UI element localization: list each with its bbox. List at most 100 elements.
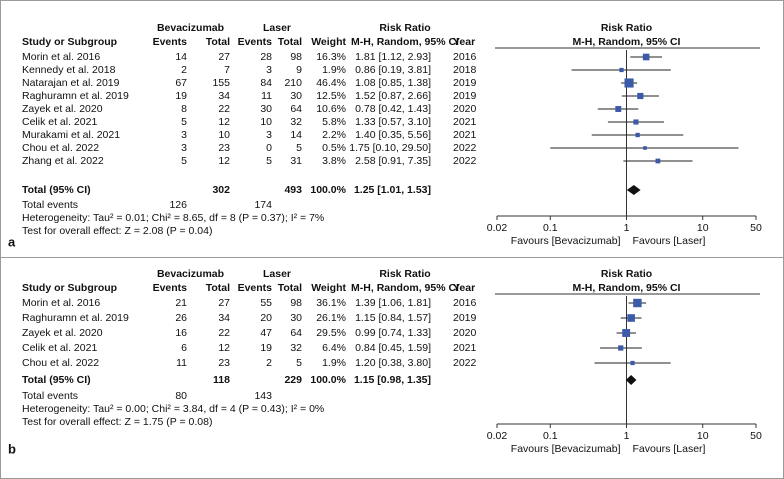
column-header: Weight xyxy=(311,282,346,294)
exp-total: 155 xyxy=(212,77,230,89)
exp-total: 10 xyxy=(218,129,230,141)
weight: 6.4% xyxy=(322,342,346,354)
group-header: Risk Ratio xyxy=(379,268,430,280)
ctl-events: 3 xyxy=(266,64,272,76)
year: 2019 xyxy=(453,77,477,89)
ctl-total: 210 xyxy=(284,77,302,89)
total-events-label: Total events xyxy=(22,199,78,211)
year: 2016 xyxy=(453,51,477,63)
group-header: Risk Ratio xyxy=(379,22,430,34)
exp-events: 67 xyxy=(175,77,187,89)
study-name: Morin et al. 2016 xyxy=(22,51,100,63)
study-name: Celik et al. 2021 xyxy=(22,342,97,354)
study-box xyxy=(627,314,635,322)
year: 2020 xyxy=(453,327,477,339)
ctl-events: 28 xyxy=(260,51,272,63)
panel-label: a xyxy=(8,234,16,249)
column-header: Total xyxy=(278,282,302,294)
column-header: Events xyxy=(153,282,188,294)
exp-total: 34 xyxy=(218,90,230,102)
study-box xyxy=(633,119,639,125)
ctl-total: 14 xyxy=(290,129,302,141)
ctl-events: 47 xyxy=(260,327,272,339)
study-name: Chou et al. 2022 xyxy=(22,357,99,369)
column-header: Total xyxy=(206,282,230,294)
exp-total: 12 xyxy=(218,155,230,167)
column-header: Events xyxy=(238,36,273,48)
column-header: Year xyxy=(453,36,475,48)
total-weight: 100.0% xyxy=(310,374,346,386)
risk-ratio-ci: 1.08 [0.85, 1.38] xyxy=(355,77,431,89)
ctl-total: 31 xyxy=(290,155,302,167)
exp-total: 23 xyxy=(218,142,230,154)
risk-ratio-ci: 1.20 [0.38, 3.80] xyxy=(355,357,431,369)
ctl-events: 5 xyxy=(266,155,272,167)
risk-ratio-ci: 0.99 [0.74, 1.33] xyxy=(355,327,431,339)
ctl-events: 11 xyxy=(261,90,272,102)
weight: 2.2% xyxy=(322,129,346,141)
exp-total: 7 xyxy=(224,64,230,76)
year: 2022 xyxy=(453,357,477,369)
x-tick-label: 10 xyxy=(697,430,709,442)
x-tick-label: 50 xyxy=(750,222,762,234)
year: 2021 xyxy=(453,342,477,354)
study-box xyxy=(630,360,635,366)
column-header: Study or Subgroup xyxy=(22,282,117,294)
study-name: Raghuramn et al. 2019 xyxy=(22,312,129,324)
ctl-total: 32 xyxy=(290,116,302,128)
overall-test: Test for overall effect: Z = 1.75 (P = 0… xyxy=(22,416,212,428)
total-ctl: 229 xyxy=(284,374,302,386)
ctl-total: 98 xyxy=(290,297,302,309)
exp-events: 16 xyxy=(175,327,187,339)
study-box xyxy=(642,53,650,61)
column-header: Total xyxy=(278,36,302,48)
ctl-events: 0 xyxy=(266,142,272,154)
study-name: Zhang et al. 2022 xyxy=(22,155,104,167)
study-box xyxy=(619,67,624,73)
x-tick-label: 10 xyxy=(697,222,709,234)
total-ci: 1.15 [0.98, 1.35] xyxy=(354,374,431,386)
study-name: Murakami et al. 2021 xyxy=(22,129,120,141)
risk-ratio-ci: 0.78 [0.42, 1.43] xyxy=(355,103,431,115)
total-weight: 100.0% xyxy=(310,184,346,196)
weight: 3.8% xyxy=(322,155,346,167)
ctl-total: 30 xyxy=(290,312,302,324)
study-box xyxy=(637,92,644,100)
exp-total: 27 xyxy=(218,297,230,309)
panel-label: b xyxy=(8,441,16,456)
year: 2018 xyxy=(453,64,477,76)
ctl-total: 98 xyxy=(290,51,302,63)
weight: 1.9% xyxy=(322,64,346,76)
study-box xyxy=(615,106,622,112)
heterogeneity: Heterogeneity: Tau² = 0.00; Chi² = 3.84,… xyxy=(22,403,324,415)
ctl-total: 30 xyxy=(290,90,302,102)
study-name: Raghuramn et al. 2019 xyxy=(22,90,129,102)
risk-ratio-ci: 1.40 [0.35, 5.56] xyxy=(355,129,431,141)
weight: 29.5% xyxy=(316,327,346,339)
exp-events: 3 xyxy=(181,129,187,141)
ctl-events: 2 xyxy=(266,357,272,369)
x-tick-label: 0.02 xyxy=(487,430,508,442)
ctl-total: 5 xyxy=(296,142,302,154)
plot-subtitle: M-H, Random, 95% CI xyxy=(573,282,681,294)
group-header: Laser xyxy=(263,22,291,34)
group-header: Bevacizumab xyxy=(157,268,224,280)
study-name: Natarajan et al. 2019 xyxy=(22,77,120,89)
column-header: Events xyxy=(238,282,273,294)
total-ctl: 493 xyxy=(284,184,302,196)
x-tick-label: 1 xyxy=(624,430,630,442)
exp-events: 6 xyxy=(181,342,187,354)
plot-subtitle: M-H, Random, 95% CI xyxy=(573,36,681,48)
study-box xyxy=(635,132,640,138)
plot-title: Risk Ratio xyxy=(601,268,652,280)
total-events-exp: 126 xyxy=(169,199,187,211)
year: 2022 xyxy=(453,142,477,154)
ctl-events: 19 xyxy=(260,342,272,354)
weight: 10.6% xyxy=(316,103,346,115)
x-tick-label: 0.02 xyxy=(487,222,508,234)
column-header: Study or Subgroup xyxy=(22,36,117,48)
group-header: Laser xyxy=(263,268,291,280)
column-header: Weight xyxy=(311,36,346,48)
weight: 16.3% xyxy=(316,51,346,63)
